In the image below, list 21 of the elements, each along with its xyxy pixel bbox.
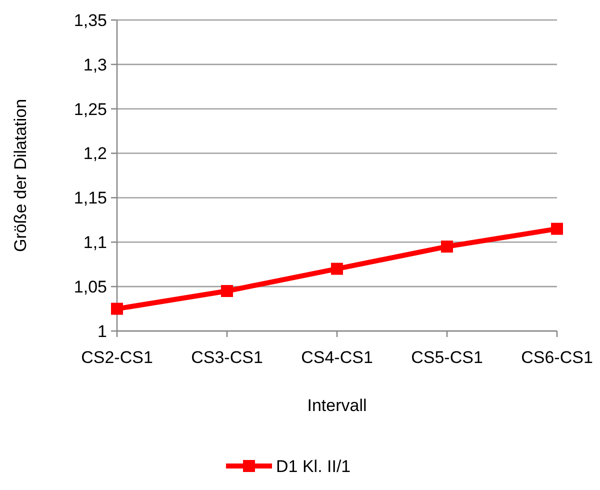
y-tick-label: 1,2: [83, 144, 107, 164]
point: [331, 262, 343, 275]
y-axis-title: Größe der Dilatation: [11, 98, 30, 252]
x-tick-label: CS4-CS1: [301, 348, 373, 367]
y-tick-label: 1,35: [74, 10, 107, 30]
y-tick-label: 1,05: [74, 278, 107, 297]
point: [111, 302, 123, 315]
x-tick-label: CS2-CS1: [81, 348, 153, 367]
x-tick-label: CS3-CS1: [191, 348, 263, 367]
point: [551, 222, 563, 235]
y-tick-label: 1,15: [74, 188, 107, 208]
y-tick-label: 1,1: [83, 233, 107, 252]
y-tick-label: 1,3: [83, 55, 107, 74]
y-tick-label: 1,25: [74, 100, 107, 119]
point: [221, 285, 233, 298]
y-tick-label: 1: [98, 322, 107, 341]
x-tick-label: CS6-CS1: [521, 348, 593, 367]
x-tick-label: CS5-CS1: [411, 348, 483, 367]
x-axis-title: Intervall: [307, 396, 367, 415]
legend-label: D1 Kl. II/1: [276, 456, 351, 476]
point: [441, 240, 453, 253]
